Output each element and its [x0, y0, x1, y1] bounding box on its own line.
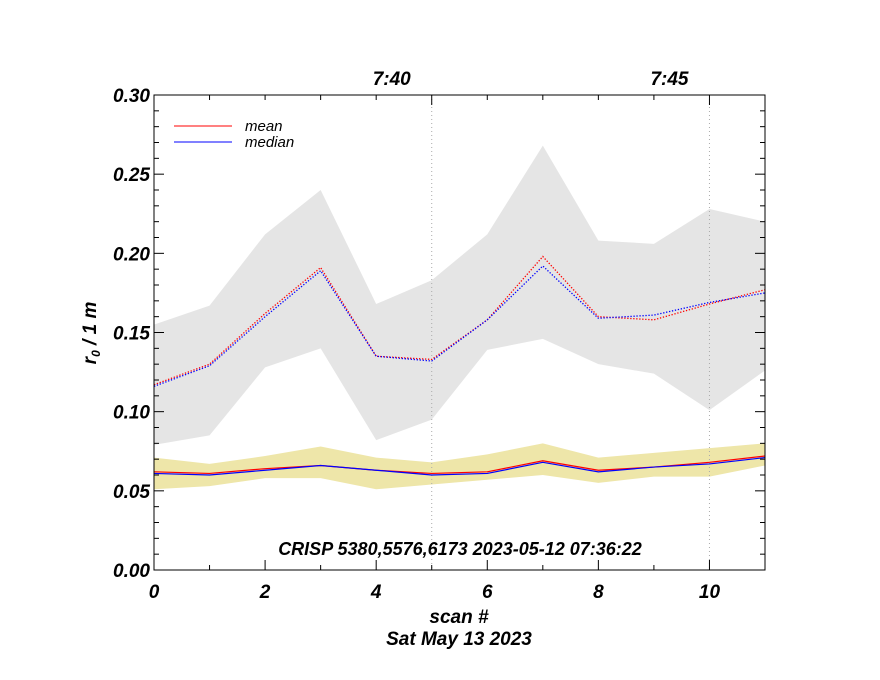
band-upper-spread [154, 145, 765, 445]
data-series [153, 255, 766, 476]
x-tick-label: 8 [593, 582, 604, 603]
y-axis-title-main: r [80, 355, 101, 364]
series-line-mean-dotted [153, 255, 766, 386]
x-tick-label: 6 [482, 582, 493, 603]
y-axis-title: r0 / 1 m [80, 302, 103, 365]
x-axis-title: scan # [429, 607, 489, 628]
x-tick-label: 10 [699, 582, 721, 603]
y-tick-label: 0.05 [113, 482, 150, 503]
y-tick-label: 0.25 [113, 165, 150, 186]
top-tick-label: 7:45 [650, 69, 688, 90]
tick-labels: 0 2 4 6 8 10 0.00 0.05 0.10 0.15 0.20 0.25 0.30 7:40 7… [113, 69, 720, 603]
y-axis-title-unit: / 1 m [80, 302, 101, 351]
x-tick-label: 0 [149, 582, 160, 603]
y-tick-label: 0.15 [113, 324, 150, 345]
x-tick-label: 4 [370, 582, 382, 603]
y-tick-label: 0.00 [113, 561, 150, 582]
spread-bands [154, 145, 765, 490]
series-line-median-solid [153, 456, 766, 476]
x-tick-label: 2 [259, 582, 271, 603]
legend-label-median: median [245, 134, 294, 151]
band-lower-spread [154, 443, 765, 490]
legend-label-mean: mean [245, 118, 283, 135]
y-tick-label: 0.10 [113, 403, 150, 424]
top-tick-label: 7:40 [373, 69, 411, 90]
series-line-median-dotted [153, 265, 766, 387]
annotation: CRISP 5380,5576,6173 2023-05-12 07:36:22 [278, 539, 642, 559]
y-axis-title-subscript: 0 [89, 350, 103, 357]
y-tick-label: 0.30 [113, 86, 150, 107]
x-axis-date: Sat May 13 2023 [386, 629, 532, 650]
y-tick-label: 0.20 [113, 244, 150, 265]
axis-ticks [153, 94, 766, 571]
